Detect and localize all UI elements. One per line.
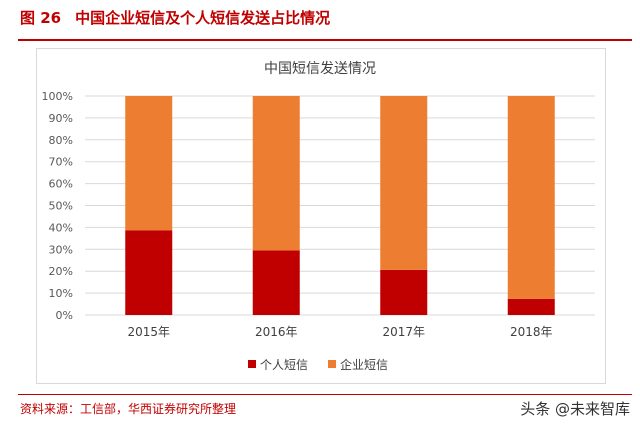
- y-tick-label: 100%: [42, 90, 73, 103]
- y-tick-label: 0%: [56, 309, 73, 322]
- y-tick-label: 10%: [49, 287, 73, 300]
- bar-个人短信-2017年: [380, 269, 428, 315]
- legend-label: 个人短信: [260, 358, 308, 372]
- y-tick-label: 40%: [49, 221, 73, 234]
- bar-企业短信-2015年: [125, 96, 173, 231]
- bar-企业短信-2018年: [507, 96, 555, 299]
- legend-swatch: [248, 360, 256, 368]
- chart-frame: [36, 48, 606, 384]
- watermark: 头条 @未来智库: [520, 400, 630, 418]
- y-tick-label: 30%: [49, 243, 73, 256]
- y-tick-label: 80%: [49, 134, 73, 147]
- y-tick-label: 90%: [49, 112, 73, 125]
- chart-title: 中国短信发送情况: [264, 61, 376, 77]
- source-note: 资料来源：工信部，华西证券研究所整理: [20, 402, 237, 416]
- x-tick-label: 2017年: [382, 325, 425, 339]
- bar-企业短信-2016年: [252, 96, 300, 251]
- x-tick-label: 2018年: [510, 325, 553, 339]
- bar-企业短信-2017年: [380, 96, 428, 270]
- x-tick-label: 2016年: [255, 325, 298, 339]
- legend-label: 企业短信: [340, 357, 388, 372]
- bar-个人短信-2016年: [252, 250, 300, 315]
- y-tick-label: 20%: [49, 265, 73, 278]
- y-tick-label: 70%: [49, 156, 73, 169]
- bar-个人短信-2015年: [125, 230, 173, 315]
- title-rule: [18, 39, 632, 41]
- bar-个人短信-2018年: [507, 298, 555, 315]
- figure-title: 图 26 中国企业短信及个人短信发送占比情况: [20, 7, 344, 28]
- bottom-rule: [18, 394, 632, 395]
- x-tick-label: 2015年: [127, 325, 170, 339]
- figure-number: 图 26: [20, 9, 62, 27]
- figure-title-text: 中国企业短信及个人短信发送占比情况: [75, 9, 331, 27]
- legend-swatch: [328, 360, 336, 368]
- y-tick-label: 50%: [49, 200, 73, 213]
- y-tick-label: 60%: [49, 178, 73, 191]
